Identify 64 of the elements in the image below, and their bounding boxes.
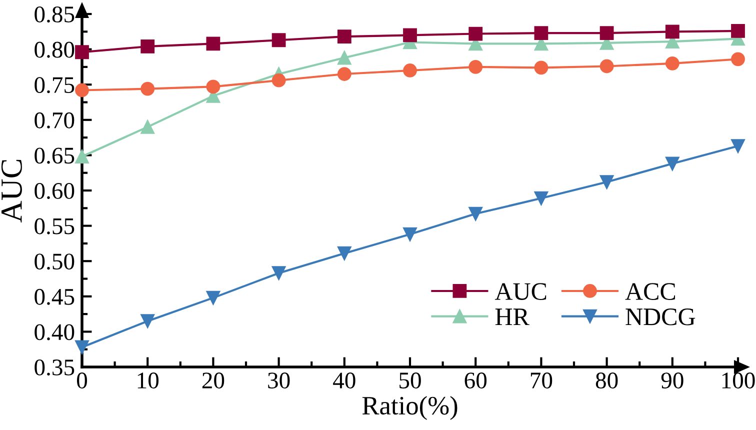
point [206,80,220,94]
point [600,175,614,189]
point [534,191,548,206]
legend-label: NDCG [626,308,696,326]
point [468,26,483,41]
y-tick-label: 0.45 [34,288,74,305]
y-tick-label: 0.80 [34,42,74,58]
x-tick-label: 80 [596,372,618,388]
y-axis-title: AUC [1,160,22,222]
point [140,82,155,96]
point [140,314,155,328]
point [403,227,417,242]
legend-label: HR [495,308,530,326]
point [75,45,89,60]
point [75,83,89,98]
point [75,340,89,354]
point [75,150,89,164]
point [140,120,155,134]
point [337,67,352,81]
point [403,28,417,42]
point [665,156,680,171]
point [272,33,286,48]
point [337,50,352,65]
x-tick-label: 0 [76,372,88,388]
x-tick-label: 30 [268,372,290,388]
legend-label: ACC [625,283,676,300]
x-tick-label: 100 [722,372,755,388]
y-tick-label: 0.55 [34,218,74,234]
y-tick-label: 0.70 [34,112,74,128]
x-axis-title: Ratio(%) [362,396,458,420]
legend-label: AUC [494,283,546,300]
point [600,26,614,40]
y-tick-label: 0.75 [34,77,74,94]
x-tick-label: 40 [333,372,356,388]
x-tick-label: 90 [661,372,684,388]
y-tick-label: 0.85 [34,6,74,23]
point [665,24,680,39]
point [534,26,548,40]
point [468,60,483,74]
point [731,139,745,153]
y-tick-label: 0.40 [34,324,74,340]
x-tick-label: 50 [400,372,421,388]
point [468,206,483,221]
point [534,60,548,75]
y-tick-label: 0.35 [34,359,74,376]
point [337,246,352,260]
point [731,52,745,66]
y-tick-label: 0.50 [34,254,74,270]
point [206,290,220,305]
x-tick-label: 60 [464,372,487,388]
x-tick-label: 20 [202,372,224,388]
y-tick-label: 0.60 [34,182,74,200]
point [600,59,614,74]
point [731,24,745,38]
point [206,36,220,51]
point [665,56,680,70]
x-tick-label: 70 [530,372,552,388]
point [337,30,352,44]
point [272,266,286,280]
point [272,73,286,88]
y-tick-label: 0.65 [34,148,74,164]
point [140,40,155,54]
point [403,64,417,78]
x-tick-label: 10 [138,372,159,388]
